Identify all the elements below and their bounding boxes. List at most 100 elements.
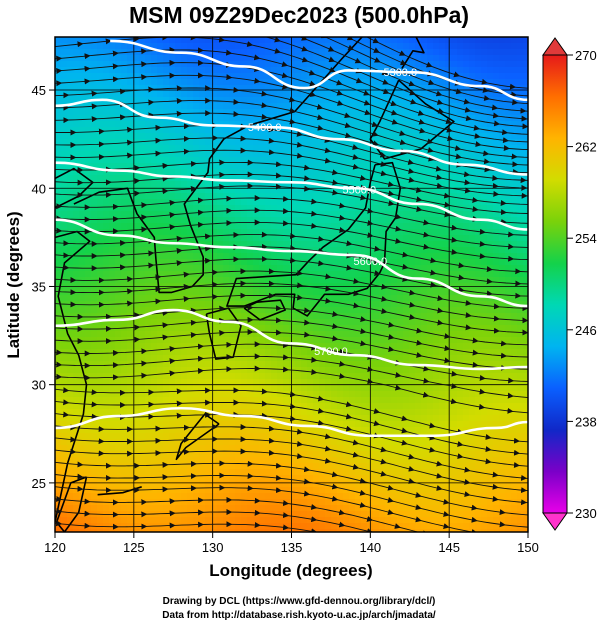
streamline-segment bbox=[110, 336, 141, 343]
streamline-segment bbox=[55, 520, 63, 527]
streamline-segment bbox=[490, 437, 520, 444]
streamline-segment bbox=[385, 174, 415, 183]
y-tick-label: 30 bbox=[32, 378, 46, 393]
streamline-segment bbox=[400, 375, 430, 384]
streamline-segment bbox=[55, 240, 70, 247]
streamline-segment bbox=[202, 195, 233, 202]
colorbar-tick-label: 270 bbox=[575, 48, 597, 63]
streamline-segment bbox=[295, 248, 325, 255]
streamline-segment bbox=[210, 231, 240, 238]
streamline-segment bbox=[153, 260, 183, 267]
streamline-segment bbox=[279, 51, 309, 63]
map-plot[interactable]: 5300.0 5400.0 5500.0 5600.0 5700.0 bbox=[47, 0, 543, 577]
streamline-segment bbox=[231, 509, 261, 516]
streamline-segment bbox=[174, 59, 204, 66]
streamline-segment bbox=[89, 362, 119, 369]
streamline-segment bbox=[202, 341, 233, 348]
streamline-segment bbox=[96, 252, 127, 259]
streamline-segment bbox=[351, 243, 381, 252]
streamline-segment bbox=[224, 182, 254, 189]
streamline-segment bbox=[238, 400, 268, 407]
streamline-segment bbox=[413, 180, 443, 189]
x-tick-label: 140 bbox=[359, 540, 381, 555]
streamline-segment bbox=[217, 280, 247, 287]
streamline-segment bbox=[484, 407, 514, 414]
streamline-segment bbox=[302, 285, 332, 292]
streamline-segment bbox=[55, 55, 63, 62]
streamline-segment bbox=[497, 107, 527, 114]
streamline-segment bbox=[449, 195, 479, 203]
streamline-segment bbox=[462, 432, 492, 440]
streamline-segment bbox=[337, 172, 367, 181]
streamline-segment bbox=[497, 177, 527, 184]
streamline-segment bbox=[393, 193, 423, 203]
streamline-segment bbox=[477, 352, 508, 359]
streamline-segment bbox=[344, 230, 374, 239]
streamline-segment bbox=[498, 305, 528, 312]
streamline-segment bbox=[433, 83, 463, 95]
streamline-segment bbox=[460, 156, 491, 165]
streamline-segment bbox=[434, 438, 464, 447]
streamline-segment bbox=[132, 450, 162, 457]
streamline-segment bbox=[55, 458, 56, 465]
streamline-segment bbox=[358, 455, 387, 465]
streamline-segment bbox=[238, 113, 268, 120]
streamline-segment bbox=[393, 203, 423, 212]
streamline-segment bbox=[195, 37, 226, 43]
streamline-segment bbox=[117, 348, 148, 355]
streamline-segment bbox=[365, 481, 394, 491]
streamline-segment bbox=[365, 178, 395, 188]
streamline-segment bbox=[400, 552, 428, 559]
streamline-segment bbox=[456, 374, 486, 381]
streamline-segment bbox=[298, 37, 308, 41]
colorbar: 230 238 246 254 262 270 bbox=[542, 37, 597, 531]
contour-line bbox=[55, 406, 528, 438]
streamline-segment bbox=[264, 37, 281, 43]
streamline-segment bbox=[442, 310, 472, 319]
streamline-segment bbox=[117, 48, 148, 55]
streamline-segment bbox=[372, 369, 402, 378]
streamline-segment bbox=[385, 474, 415, 484]
streamline-segment bbox=[110, 324, 141, 331]
streamline-segment bbox=[505, 202, 528, 205]
streamline-segment bbox=[470, 190, 500, 197]
y-axis-label: Latitude (degrees) bbox=[4, 211, 23, 358]
streamline-segment bbox=[316, 372, 346, 380]
streamline-segment bbox=[506, 355, 528, 358]
streamline-segment bbox=[295, 418, 325, 426]
streamline-segment bbox=[477, 209, 507, 216]
streamline-segment bbox=[61, 510, 91, 517]
streamline-segment bbox=[514, 86, 528, 89]
streamline-segment bbox=[378, 51, 407, 66]
streamline-segment bbox=[470, 315, 500, 322]
contour-line bbox=[55, 218, 528, 308]
streamline-segment bbox=[224, 28, 252, 33]
streamline-segment bbox=[146, 522, 176, 529]
streamline-segment bbox=[210, 256, 240, 263]
streamline-segment bbox=[231, 522, 261, 529]
streamline-segment bbox=[484, 571, 512, 575]
streamline-segment bbox=[231, 52, 261, 61]
streamline-segment bbox=[55, 167, 84, 174]
streamline-segment bbox=[252, 317, 282, 324]
streamline-segment bbox=[160, 148, 190, 155]
streamline-segment bbox=[55, 92, 70, 99]
streamline-segment bbox=[477, 200, 507, 207]
streamline-segment bbox=[160, 448, 190, 455]
streamline-segment bbox=[428, 559, 456, 566]
streamline-segment bbox=[323, 411, 353, 420]
contour-line bbox=[110, 39, 528, 102]
streamline-segment bbox=[181, 399, 212, 406]
streamline-segment bbox=[146, 510, 176, 517]
streamline-segment bbox=[259, 208, 290, 215]
y-tick-label: 40 bbox=[32, 181, 46, 196]
streamline-segment bbox=[252, 44, 281, 54]
streamline-segment bbox=[488, 153, 518, 160]
streamline-segment bbox=[174, 221, 204, 228]
streamline-segment bbox=[55, 324, 56, 331]
streamline-segment bbox=[181, 245, 212, 252]
streamline-segment bbox=[146, 212, 176, 218]
streamline-segment bbox=[125, 250, 155, 257]
streamline-segment bbox=[441, 488, 471, 498]
streamline-segment bbox=[55, 192, 84, 199]
